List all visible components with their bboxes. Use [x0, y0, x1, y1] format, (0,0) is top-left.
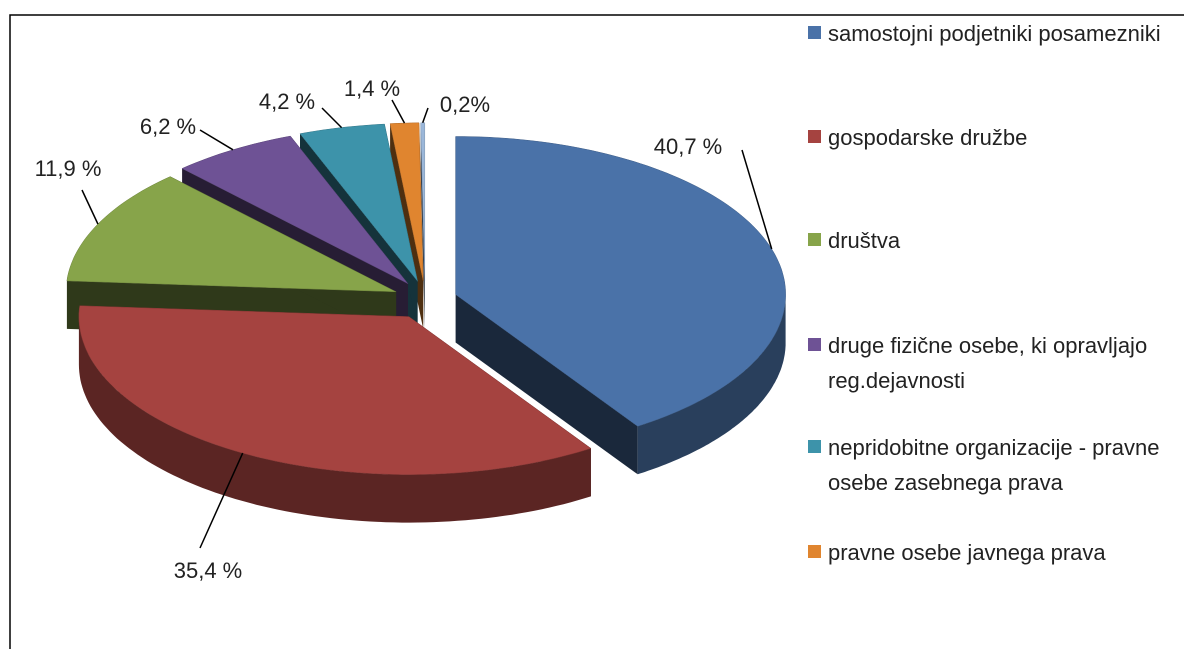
slice-top: [78, 305, 592, 475]
slice: [455, 136, 786, 475]
slice: [78, 305, 592, 523]
legend-label: društva: [828, 228, 901, 253]
slice-wall: [637, 294, 786, 475]
legend-swatch: [808, 440, 821, 453]
legend-item: nepridobitne organizacije - pravne osebe…: [808, 430, 1180, 500]
legend-swatch: [808, 130, 821, 143]
data-label: 40,7 %: [654, 134, 723, 159]
legend-swatch: [808, 26, 821, 39]
legend-item: pravne osebe javnega prava: [808, 535, 1180, 570]
leader-line: [199, 452, 244, 549]
legend-swatch: [808, 338, 821, 351]
data-label: 0,2%: [440, 92, 490, 117]
legend-item: samostojni podjetniki posamezniki: [808, 16, 1180, 51]
legend-label: gospodarske družbe: [828, 125, 1028, 150]
legend-item: druge fizične osebe, ki opravljajo reg.d…: [808, 328, 1180, 398]
frame: [9, 14, 1184, 649]
data-label: 35,4 %: [174, 558, 243, 583]
legend-label: nepridobitne organizacije - pravne osebe…: [828, 435, 1160, 495]
slice-side: [455, 294, 638, 475]
slice: [420, 122, 426, 329]
leader-line: [81, 189, 99, 225]
data-label: 11,9 %: [35, 156, 102, 181]
legend-item: društva: [808, 223, 1180, 258]
legend-label: pravne osebe javnega prava: [828, 540, 1106, 565]
slice-wall: [78, 316, 591, 523]
legend-label: druge fizične osebe, ki opravljajo reg.d…: [828, 333, 1148, 393]
leader-line: [741, 149, 773, 250]
leader-line: [421, 107, 429, 124]
leader-line: [391, 99, 406, 124]
legend-swatch: [808, 233, 821, 246]
legend-item: gospodarske družbe: [808, 120, 1180, 155]
slice-side: [420, 122, 425, 329]
leader-line: [199, 129, 234, 151]
legend-swatch: [808, 545, 821, 558]
data-label: 4,2 %: [259, 89, 315, 114]
leader-line: [321, 107, 343, 129]
data-label: 1,4 %: [344, 76, 400, 101]
data-label: 6,2 %: [140, 114, 196, 139]
legend-label: samostojni podjetniki posamezniki: [828, 21, 1161, 46]
